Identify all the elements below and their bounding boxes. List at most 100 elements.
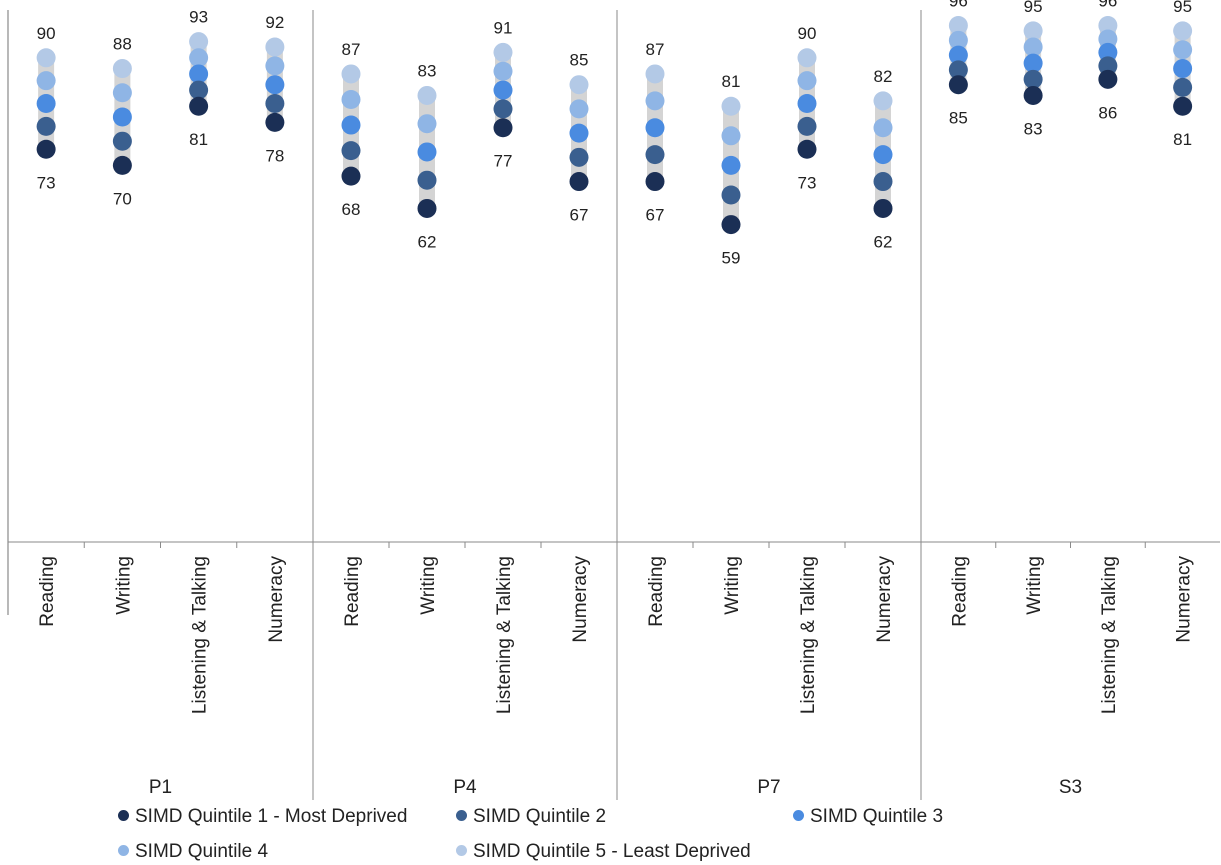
legend-label: SIMD Quintile 1 - Most Deprived <box>135 806 408 827</box>
data-label-min: 81 <box>189 130 208 149</box>
data-point <box>645 64 665 84</box>
data-point <box>797 71 817 91</box>
category-label: Numeracy <box>874 556 895 643</box>
data-point <box>341 166 361 186</box>
data-point <box>265 56 285 76</box>
category-label: Writing <box>722 556 743 615</box>
data-label-min: 78 <box>265 146 284 165</box>
data-point <box>721 155 741 175</box>
data-point <box>36 139 56 159</box>
data-label-max: 90 <box>37 24 56 43</box>
data-point <box>493 118 513 138</box>
data-point <box>417 114 437 134</box>
data-label-max: 95 <box>1024 0 1043 16</box>
data-point <box>1098 56 1118 76</box>
legend-label: SIMD Quintile 3 <box>810 806 944 827</box>
data-point <box>873 172 893 192</box>
legend-marker <box>118 845 129 856</box>
legend-item: SIMD Quintile 3 <box>793 806 943 828</box>
data-point <box>341 115 361 135</box>
data-point <box>493 99 513 119</box>
data-point <box>341 64 361 84</box>
category-label: Writing <box>1024 556 1045 615</box>
data-point <box>1023 37 1043 57</box>
data-point <box>493 42 513 62</box>
data-label-min: 77 <box>494 152 513 171</box>
group-label: P4 <box>453 777 477 798</box>
data-point <box>1173 96 1193 116</box>
category-label: Reading <box>342 556 363 627</box>
data-point <box>721 215 741 235</box>
data-label-min: 68 <box>342 200 361 219</box>
data-label-min: 85 <box>949 109 968 128</box>
data-point <box>948 60 968 80</box>
data-point <box>721 126 741 146</box>
data-label-max: 91 <box>494 18 513 37</box>
data-label-max: 87 <box>342 40 361 59</box>
data-point <box>189 96 209 116</box>
data-point <box>189 64 209 84</box>
data-point <box>1173 21 1193 41</box>
legend-label: SIMD Quintile 2 <box>473 806 607 827</box>
data-point <box>1023 53 1043 73</box>
data-point <box>1023 69 1043 89</box>
data-point <box>1098 29 1118 49</box>
legend-marker <box>793 810 804 821</box>
legend-item: SIMD Quintile 4 <box>118 841 268 863</box>
data-label-min: 86 <box>1098 103 1117 122</box>
category-label: Writing <box>113 556 134 615</box>
data-point <box>493 61 513 81</box>
data-point <box>36 48 56 68</box>
data-label-min: 70 <box>113 189 132 208</box>
data-label-max: 83 <box>418 61 437 80</box>
data-label-max: 95 <box>1173 0 1192 16</box>
data-point <box>265 75 285 95</box>
data-point <box>645 172 665 192</box>
data-label-min: 67 <box>570 206 589 225</box>
data-point <box>948 45 968 65</box>
data-point <box>112 107 132 127</box>
data-point <box>36 94 56 114</box>
group-label: P7 <box>757 777 780 798</box>
data-label-max: 82 <box>874 67 893 86</box>
legend-label: SIMD Quintile 4 <box>135 841 269 862</box>
data-label-max: 93 <box>189 8 208 27</box>
legend-marker <box>456 845 467 856</box>
legend-label: SIMD Quintile 5 - Least Deprived <box>473 841 751 862</box>
data-point <box>189 80 209 100</box>
data-point <box>112 155 132 175</box>
data-point <box>265 37 285 57</box>
data-point <box>1098 42 1118 62</box>
data-point <box>1023 85 1043 105</box>
data-label-min: 62 <box>874 232 893 251</box>
data-label-max: 88 <box>113 35 132 54</box>
category-label: Numeracy <box>570 556 591 643</box>
data-point <box>569 75 589 95</box>
category-label: Reading <box>646 556 667 627</box>
data-point <box>265 94 285 114</box>
legend-item: SIMD Quintile 1 - Most Deprived <box>118 806 407 828</box>
category-label: Listening & Talking <box>190 556 211 714</box>
data-point <box>1173 59 1193 79</box>
data-point <box>873 118 893 138</box>
data-label-min: 81 <box>1173 130 1192 149</box>
category-label: Listening & Talking <box>798 556 819 714</box>
category-label: Reading <box>37 556 58 627</box>
data-point <box>873 91 893 111</box>
data-label-max: 96 <box>1098 0 1117 11</box>
data-point <box>112 131 132 151</box>
data-point <box>948 30 968 50</box>
data-label-min: 62 <box>418 232 437 251</box>
group-label: S3 <box>1059 777 1082 798</box>
category-label: Listening & Talking <box>1099 556 1120 714</box>
data-point <box>341 141 361 161</box>
data-label-max: 92 <box>265 13 284 32</box>
data-label-max: 85 <box>570 51 589 70</box>
data-point <box>797 116 817 136</box>
legend-marker <box>456 810 467 821</box>
data-point <box>112 83 132 103</box>
data-point <box>265 112 285 132</box>
data-label-max: 96 <box>949 0 968 11</box>
data-point <box>189 48 209 68</box>
data-point <box>721 185 741 205</box>
